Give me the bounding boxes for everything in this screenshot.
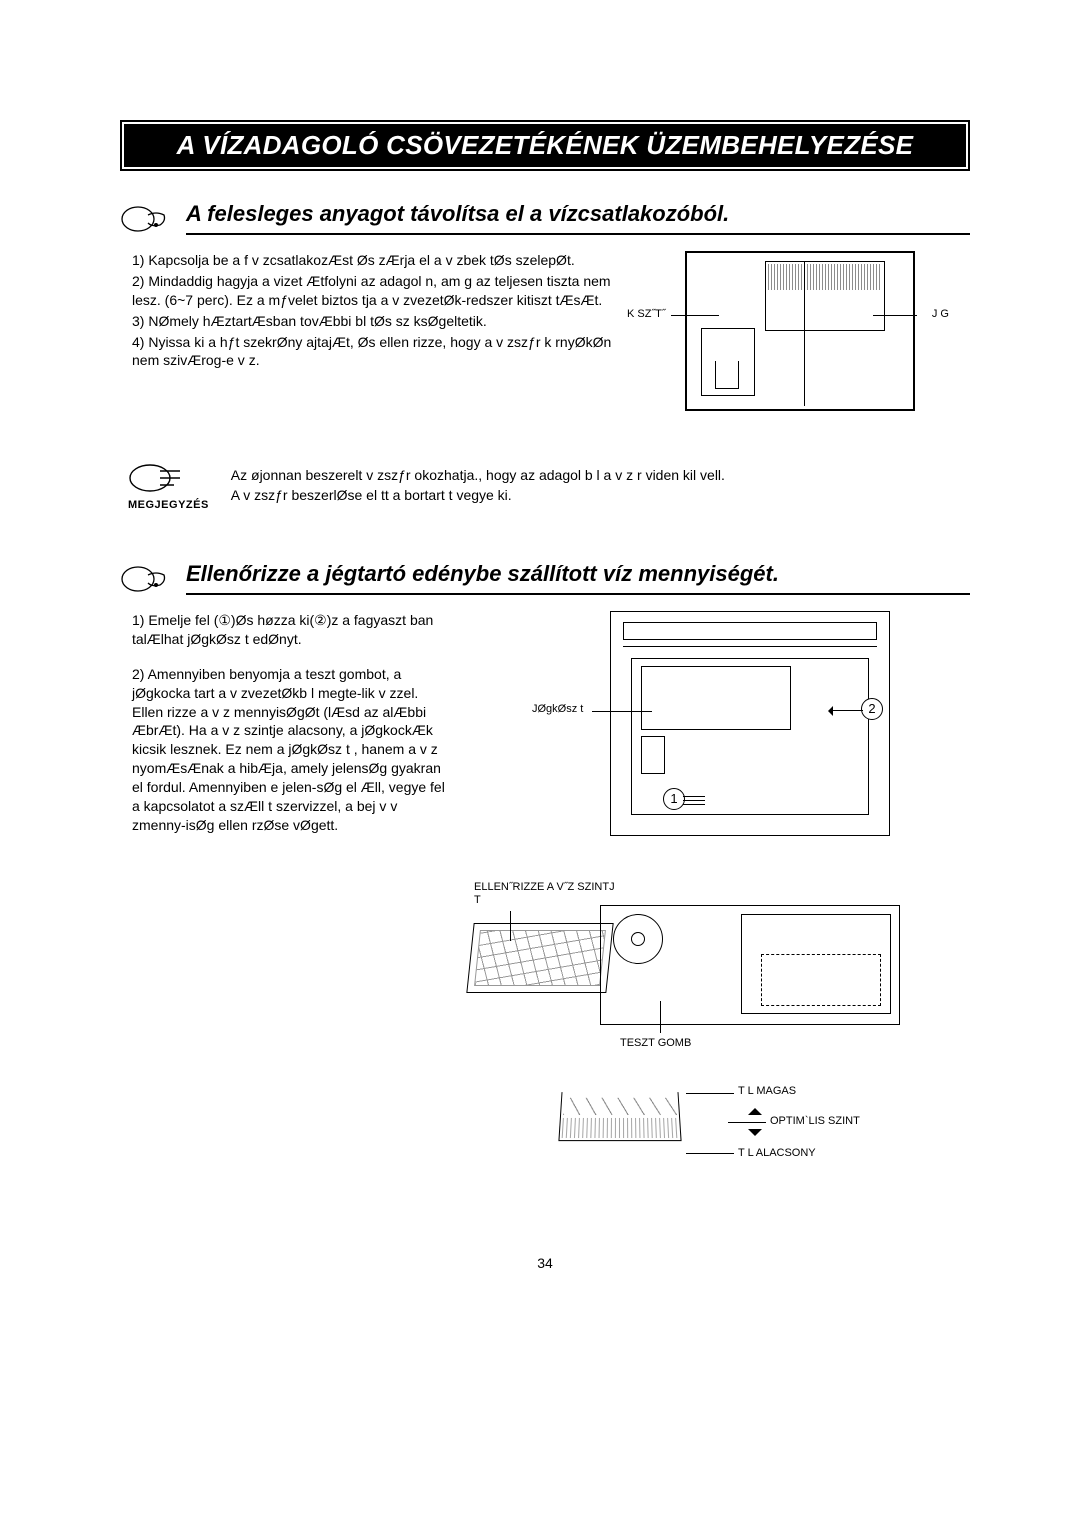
water-level-gauge	[560, 1081, 720, 1149]
title-banner: A VÍZADAGOLÓ CSÖVEZETÉKÉNEK ÜZEMBEHELYEZ…	[120, 120, 970, 171]
note-caption: MEGJEGYZÉS	[128, 499, 209, 511]
dispenser-diagram: K SZ˝T˝ J G	[685, 251, 915, 411]
figure-label-left: K SZ˝T˝	[627, 308, 666, 320]
label-ellenorizze: ELLEN˝RIZZE A V˝Z SZINTJ T	[474, 881, 624, 907]
section1-item: 3) NØmely hÆztartÆsban tovÆbbi bl tØs sz…	[132, 312, 612, 331]
freezer-diagram: 1 2	[610, 611, 890, 836]
note-icon: MEGJEGYZÉS	[128, 461, 209, 511]
section2-para: 2) Amennyiben benyomja a teszt gombot, a…	[132, 665, 452, 835]
section1-text: 1) Kapcsolja be a f v zcsatlakozÆst Øs z…	[132, 251, 612, 411]
label-optimalis: OPTIM`LIS SZINT	[770, 1115, 860, 1127]
arrow-up-icon	[748, 1101, 762, 1115]
section2-para: 1) Emelje fel (①)Øs høzza ki(②)z a fagya…	[132, 611, 452, 649]
section1-item: 1) Kapcsolja be a f v zcsatlakozÆst Øs z…	[132, 251, 612, 270]
label-tul-magas: T L MAGAS	[738, 1085, 796, 1097]
icemaker-assembly-diagram: ELLEN˝RIZZE A V˝Z SZINTJ T TESZT GOMB	[470, 881, 910, 1081]
hand-icon	[120, 201, 172, 237]
section2-text: 1) Emelje fel (①)Øs høzza ki(②)z a fagya…	[132, 611, 452, 1171]
note-text: Az øjonnan beszerelt v zszƒr okozhatja.,…	[231, 466, 725, 505]
section1-body: 1) Kapcsolja be a f v zcsatlakozÆst Øs z…	[132, 251, 970, 411]
note-line: A v zszƒr beszerlØse el tt a bortart t v…	[231, 486, 725, 506]
label-tul-alacsony: T L ALACSONY	[738, 1147, 816, 1159]
section1-item: 2) Mindaddig hagyja a vizet Ætfolyni az …	[132, 272, 612, 310]
callout-circle-2: 2	[861, 698, 883, 720]
note-line: Az øjonnan beszerelt v zszƒr okozhatja.,…	[231, 466, 725, 486]
label-jegkeszito: JØgkØsz t	[532, 703, 583, 715]
hand-icon	[120, 561, 172, 597]
figure-label-right: J G	[932, 308, 949, 320]
section1-item: 4) Nyissa ki a hƒt szekrØny ajtajÆt, Øs …	[132, 333, 612, 371]
section1-figure: K SZ˝T˝ J G	[630, 251, 970, 411]
callout-circle-1: 1	[663, 788, 685, 810]
label-teszt-gomb: TESZT GOMB	[620, 1037, 691, 1049]
arrow-down-icon	[748, 1129, 762, 1143]
section2-body: 1) Emelje fel (①)Øs høzza ki(②)z a fagya…	[132, 611, 970, 1171]
section2-heading: Ellenőrizze a jégtartó edénybe szállítot…	[186, 561, 970, 595]
section2-figures: JØgkØsz t 1 2 ELLEN˝RIZZE A V˝Z SZINTJ T	[470, 611, 970, 1171]
page-title: A VÍZADAGOLÓ CSÖVEZETÉKÉNEK ÜZEMBEHELYEZ…	[124, 124, 966, 167]
note-block: MEGJEGYZÉS Az øjonnan beszerelt v zszƒr …	[128, 461, 970, 511]
page-number: 34	[120, 1255, 970, 1271]
section1-header: A felesleges anyagot távolítsa el a vízc…	[120, 201, 970, 237]
section1-heading: A felesleges anyagot távolítsa el a vízc…	[186, 201, 970, 235]
section2-header: Ellenőrizze a jégtartó edénybe szállítot…	[120, 561, 970, 597]
